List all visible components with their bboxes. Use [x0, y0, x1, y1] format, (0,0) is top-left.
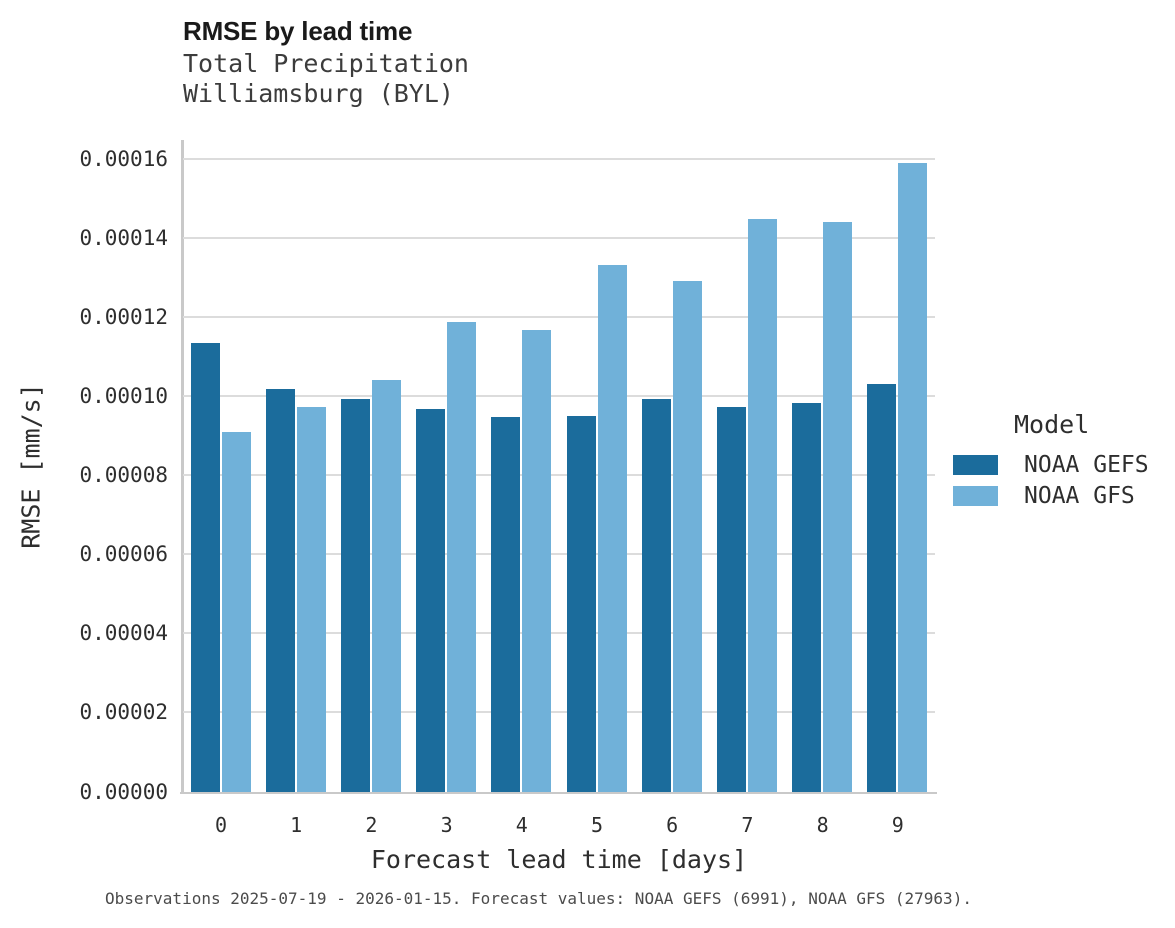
- y-tick-0.00000: 0.00000: [79, 779, 168, 804]
- legend-label: NOAA GEFS: [1024, 452, 1149, 478]
- bar-noaa-gfs-lead-7: [748, 219, 777, 792]
- footer-caption: Observations 2025-07-19 - 2026-01-15. Fo…: [105, 889, 972, 908]
- legend-title: Model: [1014, 410, 1090, 439]
- bar-noaa-gefs-lead-7: [717, 406, 746, 792]
- y-tick-0.00010: 0.00010: [79, 383, 168, 408]
- x-axis-line: [180, 791, 937, 794]
- chart-subtitle-station: Williamsburg (BYL): [183, 79, 454, 108]
- gridline-0.00012: [183, 315, 935, 318]
- legend-label: NOAA GFS: [1024, 483, 1135, 509]
- y-tick-0.00012: 0.00012: [79, 304, 168, 329]
- bar-noaa-gfs-lead-3: [447, 321, 477, 792]
- y-tick-0.00008: 0.00008: [79, 463, 168, 487]
- legend-swatch-icon: [953, 455, 998, 475]
- bar-noaa-gfs-lead-1: [296, 407, 326, 792]
- bar-noaa-gfs-lead-2: [372, 380, 401, 792]
- bar-noaa-gfs-lead-8: [823, 221, 853, 792]
- bar-noaa-gefs-lead-2: [341, 398, 370, 792]
- gridline-0.00014: [183, 236, 935, 239]
- bar-noaa-gfs-lead-9: [898, 162, 928, 792]
- bar-noaa-gefs-lead-1: [265, 389, 295, 792]
- y-tick-0.00004: 0.00004: [79, 621, 168, 646]
- x-tick-1: 1: [290, 813, 303, 837]
- bar-noaa-gefs-lead-9: [867, 384, 897, 792]
- chart-title: RMSE by lead time: [183, 16, 413, 46]
- x-tick-2: 2: [365, 813, 378, 837]
- x-tick-7: 7: [741, 813, 754, 837]
- x-tick-5: 5: [590, 813, 604, 837]
- gridline-0.00008: [183, 474, 935, 476]
- bar-noaa-gefs-lead-8: [792, 403, 822, 792]
- plot-area: [183, 140, 935, 792]
- bar-noaa-gefs-lead-3: [416, 408, 446, 792]
- gridline-0.00002: [183, 711, 935, 714]
- x-axis-title: Forecast lead time [days]: [370, 845, 748, 874]
- bar-noaa-gefs-lead-4: [491, 416, 521, 792]
- bar-noaa-gefs-lead-5: [566, 415, 596, 792]
- gridline-0.00004: [183, 632, 935, 635]
- x-tick-0: 0: [214, 813, 228, 837]
- bar-noaa-gefs-lead-0: [190, 343, 220, 792]
- y-tick-0.00016: 0.00016: [79, 146, 168, 171]
- bar-noaa-gfs-lead-0: [221, 431, 251, 792]
- y-tick-0.00002: 0.00002: [79, 700, 168, 725]
- y-tick-0.00014: 0.00014: [79, 225, 168, 250]
- legend-swatch-icon: [953, 486, 998, 506]
- gridline-0.00010: [183, 394, 935, 397]
- gridline-0.00006: [183, 553, 935, 556]
- legend-entry-noaa-gfs: NOAA GFS: [953, 483, 1135, 509]
- bar-noaa-gfs-lead-5: [597, 264, 627, 792]
- x-tick-9: 9: [891, 813, 904, 837]
- x-tick-3: 3: [440, 813, 453, 837]
- bar-noaa-gefs-lead-6: [641, 399, 671, 792]
- x-tick-6: 6: [666, 813, 679, 837]
- x-tick-4: 4: [515, 813, 528, 837]
- x-tick-8: 8: [816, 813, 829, 837]
- bar-noaa-gfs-lead-6: [672, 280, 702, 792]
- chart-subtitle-variable: Total Precipitation: [183, 49, 469, 78]
- y-tick-0.00006: 0.00006: [79, 542, 168, 567]
- legend-entry-noaa-gefs: NOAA GEFS: [953, 452, 1149, 478]
- bar-noaa-gfs-lead-4: [522, 330, 552, 792]
- gridline-0.00016: [183, 157, 935, 160]
- y-axis-line: [181, 140, 184, 794]
